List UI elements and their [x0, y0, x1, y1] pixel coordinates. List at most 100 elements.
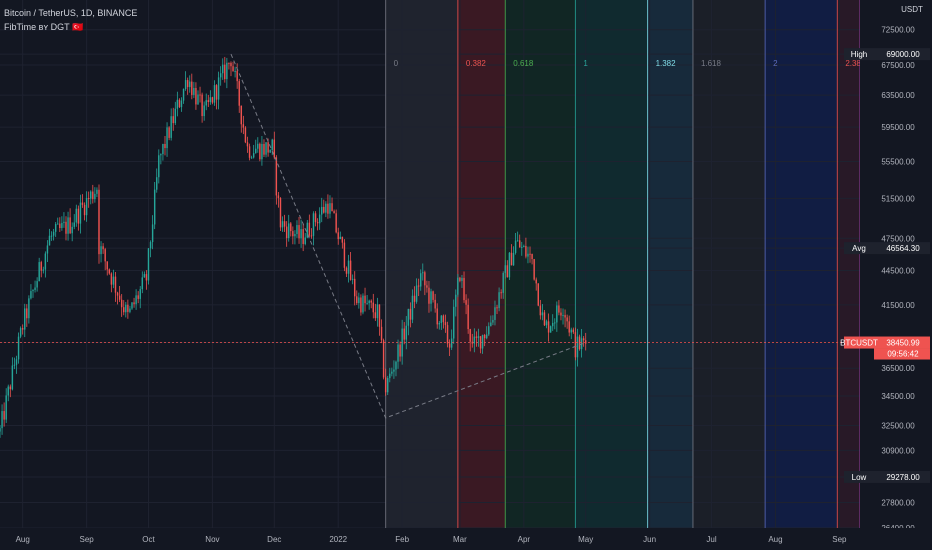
candle-body [94, 193, 96, 200]
candle-body [457, 277, 459, 295]
candle-body [372, 302, 375, 313]
price-tick-label: 63500.00 [881, 91, 915, 100]
countdown-value: 09:56:42 [887, 350, 919, 359]
candle-body [102, 246, 104, 250]
candle-body [419, 273, 422, 287]
avg-value: 46564.30 [886, 244, 920, 253]
candle-body [463, 277, 465, 301]
price-tick-label: 41500.00 [881, 301, 915, 310]
price-tick-label: 72500.00 [881, 26, 915, 35]
high-label: High [851, 50, 867, 59]
candle-body [36, 281, 38, 288]
candle-body [81, 202, 84, 205]
candle-body [17, 336, 20, 360]
candle-body [378, 304, 381, 327]
candle-body [232, 66, 234, 72]
fib-label: 0.382 [466, 59, 487, 68]
avg-name-tag [844, 242, 874, 255]
candle-body [77, 208, 80, 224]
candle-body [244, 127, 247, 143]
candle-body [356, 296, 358, 304]
candle-body [269, 149, 271, 153]
candle-body [265, 142, 267, 155]
candle-body [224, 64, 226, 80]
candle-body [426, 285, 428, 288]
candle-body [48, 235, 51, 246]
candle-body [329, 203, 331, 214]
candle-body [537, 283, 539, 306]
candle-body [401, 328, 403, 357]
low-label: Low [852, 473, 867, 482]
time-axis [0, 528, 932, 550]
candle-body [259, 143, 261, 160]
candle-body [411, 295, 414, 320]
candle-body [556, 305, 558, 323]
candle-body [242, 124, 245, 128]
candle-body [211, 97, 214, 103]
candle-body [100, 246, 102, 255]
candle-body [191, 81, 193, 95]
avg-price-tag [874, 242, 930, 255]
price-tick-label: 34500.00 [881, 392, 915, 401]
candle-body [131, 302, 133, 309]
fib-label: 2 [773, 59, 778, 68]
price-tick-label: 30900.00 [881, 446, 915, 455]
candle-body [306, 222, 309, 238]
candle-body [246, 142, 249, 147]
candle-body [9, 386, 12, 390]
fib-zone [647, 0, 693, 528]
candle-body [69, 217, 71, 234]
candle-body [444, 322, 447, 326]
candle-body [178, 99, 181, 108]
candle-body [347, 260, 350, 274]
candle-body [189, 81, 191, 88]
candle-body [521, 246, 523, 248]
candle-body [120, 299, 123, 308]
candle-body [67, 217, 69, 234]
candle-body [125, 304, 127, 313]
candle-body [294, 234, 296, 237]
candle-body [584, 340, 587, 344]
candle-body [343, 242, 346, 268]
candle-body [560, 312, 562, 316]
candle-body [21, 328, 24, 330]
candle-body [75, 208, 78, 223]
candle-body [430, 291, 432, 304]
candle-body [34, 287, 36, 290]
candle-body [63, 221, 65, 223]
candle-body [240, 105, 243, 125]
candle-body [112, 276, 115, 285]
candle-body [578, 336, 581, 350]
candle-body [409, 308, 412, 320]
candle-body [455, 294, 457, 307]
candle-body [296, 225, 298, 235]
candle-body [129, 308, 131, 312]
candle-body [483, 335, 486, 339]
candle-body [310, 235, 313, 237]
candle-body [424, 272, 426, 286]
candle-body [370, 300, 372, 303]
candle-body [490, 322, 492, 327]
candle-body [428, 287, 430, 304]
candle-body [302, 229, 304, 244]
candle-body [108, 269, 111, 274]
candle-body [442, 315, 445, 323]
candle-body [133, 302, 135, 305]
candle-body [7, 386, 9, 396]
candle-body [59, 223, 61, 229]
candle-body [54, 224, 57, 232]
candle-body [203, 105, 205, 117]
candle-body [19, 328, 22, 337]
candle-body [158, 155, 160, 178]
candle-body [393, 369, 395, 372]
price-tick-label: 32500.00 [881, 421, 915, 430]
fib-zone [765, 0, 838, 528]
candle-body [44, 253, 47, 270]
candle-body [415, 285, 418, 302]
candle-body [374, 312, 377, 319]
time-tick-label: Sep [80, 535, 95, 544]
candle-body [199, 94, 201, 96]
fib-label: 1.382 [656, 59, 677, 68]
